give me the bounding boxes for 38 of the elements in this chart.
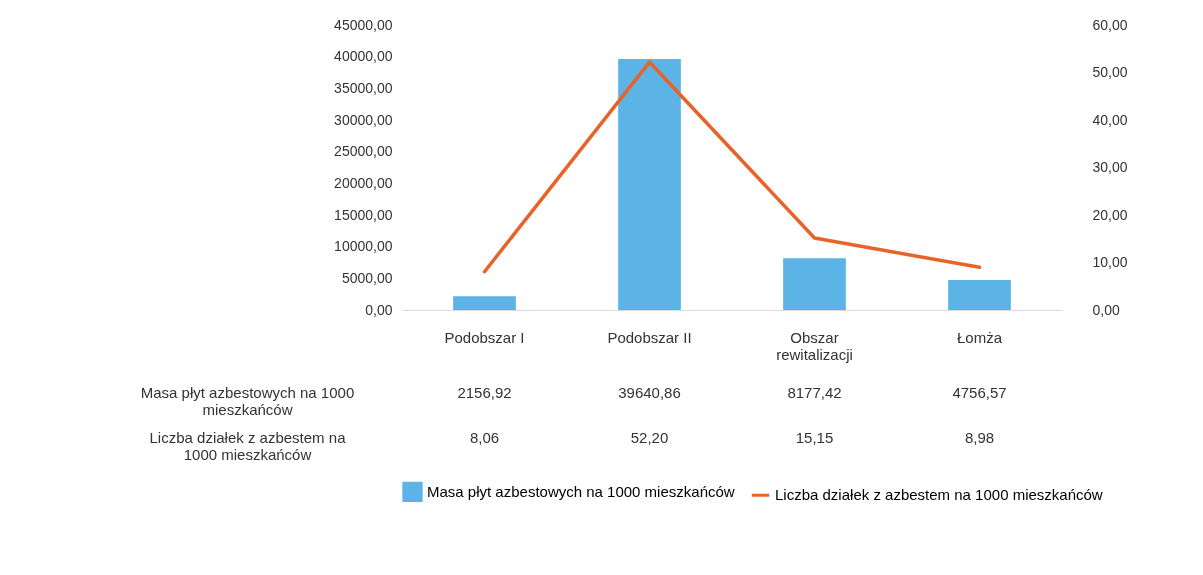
data-label: 4756,57: [952, 383, 1007, 401]
y-tick-label: 40000,00: [334, 48, 393, 65]
data-label: 52,20: [630, 428, 669, 446]
y-tick-label: 35000,00: [334, 79, 393, 96]
data-label: 2156,92: [457, 383, 512, 401]
bar: [948, 279, 1011, 310]
y-tick-label: 25000,00: [334, 143, 393, 160]
data-label: 39640,86: [618, 383, 681, 401]
bar: [618, 58, 681, 310]
y-tick-label: 10000,00: [334, 238, 393, 255]
x-tick-label: Podobszar I: [444, 328, 525, 346]
legend-label: Liczba działek z azbestem na 1000 mieszkańców: [775, 486, 1103, 504]
x-tick-label: Podobszar II: [607, 328, 692, 346]
text: Liczba działek z azbestem na 1000 mieszkańców: [149, 429, 346, 463]
y-tick-label: 20000,00: [334, 174, 393, 191]
data-label: 8,06: [469, 428, 500, 446]
y2-tick-label: 40,00: [1092, 111, 1128, 128]
y2-tick-label: 50,00: [1092, 64, 1128, 80]
bar: [453, 296, 516, 310]
y-tick-label: 30000,00: [334, 111, 393, 128]
x-tick-label: Obszar rewitalizacji: [776, 328, 853, 363]
text: Masa płyt azbestowych na 1000 mieszkańców: [140, 384, 355, 418]
y2-tick-label: 30,00: [1092, 159, 1128, 175]
y-tick-label: 0,00: [365, 301, 393, 318]
y2-tick-label: 10,00: [1092, 254, 1128, 270]
y-tick-label: 45000,00: [334, 16, 393, 33]
y2-tick-label: 0,00: [1092, 301, 1120, 318]
y-tick-label: 15000,00: [334, 206, 393, 223]
y2-tick-label: 20,00: [1092, 206, 1128, 223]
y-tick-label: 5000,00: [341, 269, 393, 286]
legend-label: Masa płyt azbestowych na 1000 mieszkańców: [427, 482, 735, 500]
data-label: 8,98: [964, 428, 995, 446]
line-series: [482, 60, 982, 274]
bar: [783, 258, 846, 310]
x-tick-label: Łomża: [956, 328, 1003, 346]
y2-tick-label: 60,00: [1092, 16, 1128, 33]
data-label: 15,15: [795, 428, 834, 446]
data-label: 8177,42: [787, 383, 842, 401]
